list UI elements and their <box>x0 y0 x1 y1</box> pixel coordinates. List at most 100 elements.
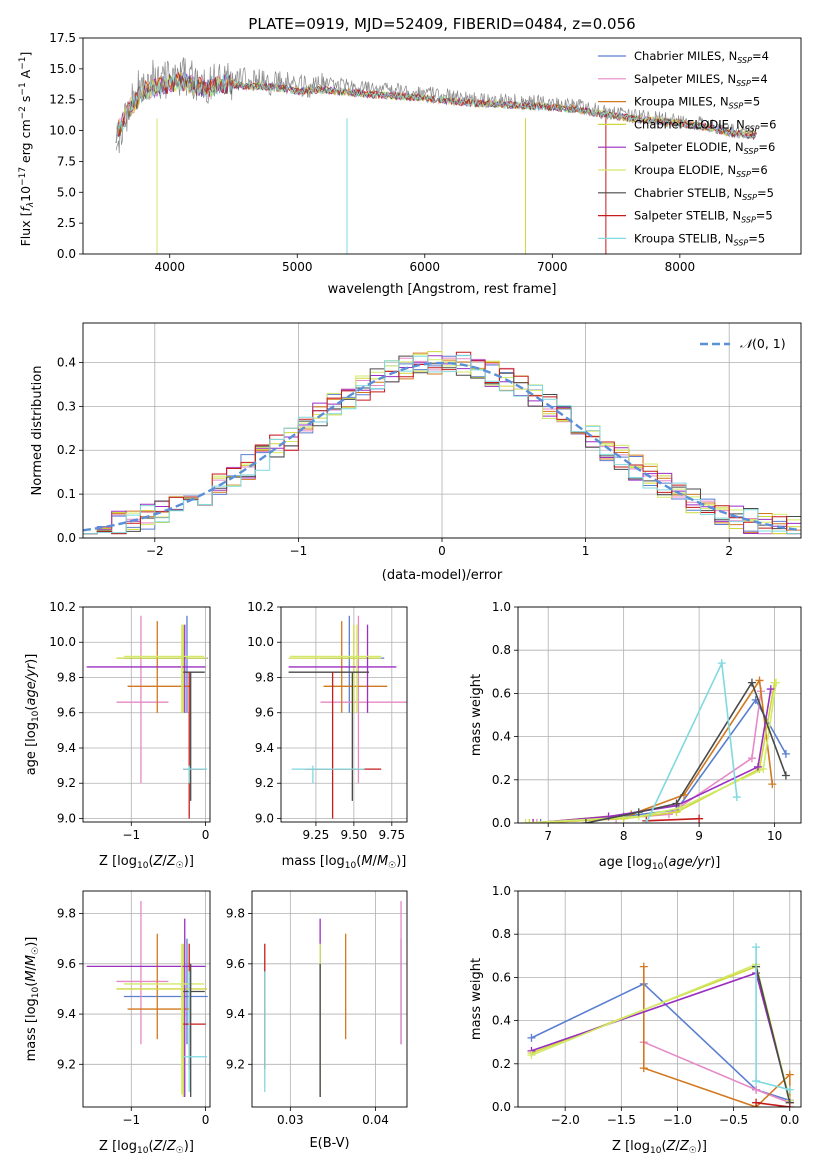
residual-histogram-panel: −2 −1 0 1 2 0.0 0.1 0.2 0.3 0.4 (data-model)/error… <box>30 322 802 583</box>
x-tick-label: 8 <box>620 829 628 843</box>
y-tick-label: 10.0 <box>247 635 274 649</box>
plot-area <box>527 943 794 1107</box>
x-tick-label: 0 <box>438 544 446 558</box>
weight-marker <box>785 1103 794 1107</box>
y-tick-label: 0.1 <box>57 487 76 501</box>
weight-marker <box>639 1064 648 1073</box>
y-tick-label: 9.8 <box>226 907 245 921</box>
weight-marker <box>747 754 756 763</box>
weight-marker <box>772 678 781 687</box>
x-axis-label: mass [log10(M/M☉)] <box>282 854 407 871</box>
y-tick-label: 0.6 <box>492 970 511 984</box>
x-tick-label: −1 <box>122 828 140 842</box>
x-tick-label: 5000 <box>282 260 313 274</box>
axes-frame <box>517 890 802 1108</box>
x-tick-label: 7000 <box>537 260 568 274</box>
normal-curve <box>83 361 801 532</box>
weight-line <box>531 963 791 1101</box>
y-tick-label: 12.5 <box>49 93 76 107</box>
y-tick-label: 9.0 <box>255 811 274 825</box>
weight-line <box>533 678 774 823</box>
legend-label: Chabrier MILES, NSSP=4 <box>634 49 769 65</box>
y-tick-label: 2.5 <box>57 216 76 230</box>
x-tick-label: 2 <box>725 544 733 558</box>
x-tick-label: −0.5 <box>719 1113 748 1127</box>
weight-marker <box>747 678 756 687</box>
x-tick-label: 0 <box>202 828 210 842</box>
y-tick-label: 0.8 <box>492 643 511 657</box>
legend-label: Salpeter STELIB, NSSP=5 <box>634 209 773 225</box>
y-tick-label: 9.6 <box>57 957 76 971</box>
x-axis-label: age [log10(age/yr)] <box>599 855 721 872</box>
x-tick-label: −1 <box>122 1113 140 1127</box>
y-tick-label: 0.0 <box>492 1100 511 1114</box>
legend-label: Salpeter MILES, NSSP=4 <box>634 72 768 88</box>
y-tick-label: 0.8 <box>492 927 511 941</box>
x-tick-label: 0 <box>202 1113 210 1127</box>
plot-area <box>115 57 757 254</box>
y-axis-label: mass weight <box>469 958 484 1040</box>
x-tick-label: 10 <box>767 829 782 843</box>
weight-line <box>540 698 787 823</box>
y-tick-label: 9.4 <box>57 1007 76 1021</box>
y-tick-label: 0.2 <box>57 443 76 457</box>
y-axis-label: mass [log10(M/M☉)] <box>24 937 41 1062</box>
y-tick-label: 0.0 <box>492 816 511 830</box>
weight-marker <box>664 810 673 819</box>
y-tick-label: 0.0 <box>57 531 76 545</box>
weight-line <box>646 817 700 822</box>
weight-marker <box>521 819 530 823</box>
y-tick-label: 9.8 <box>57 670 76 684</box>
weight-marker <box>781 771 790 780</box>
y-tick-label: 9.6 <box>226 957 245 971</box>
x-tick-label: 9.75 <box>378 828 405 842</box>
y-tick-label: 5.0 <box>57 185 76 199</box>
y-tick-label: 9.4 <box>226 1007 245 1021</box>
plot-area <box>288 615 407 819</box>
plot-area <box>83 351 801 535</box>
y-tick-label: 0.6 <box>492 686 511 700</box>
weight-marker <box>781 749 790 758</box>
weight-marker <box>527 1051 536 1060</box>
y-tick-label: 10.0 <box>49 124 76 138</box>
weight-marker <box>752 1077 761 1086</box>
x-tick-label: −1.5 <box>607 1113 636 1127</box>
x-tick-label: 9.50 <box>341 828 368 842</box>
y-tick-label: 9.4 <box>57 741 76 755</box>
axes-frame <box>82 322 802 539</box>
y-tick-label: 10.0 <box>49 635 76 649</box>
weight-marker <box>525 819 534 823</box>
x-tick-label: 4000 <box>154 260 185 274</box>
x-tick-label: 7 <box>544 829 552 843</box>
weight-marker <box>755 676 764 685</box>
x-tick-label: 0.0 <box>780 1113 799 1127</box>
weight-marker <box>717 659 726 668</box>
y-tick-label: 0.4 <box>492 1014 511 1028</box>
legend-label: Kroupa STELIB, NSSP=5 <box>634 231 765 247</box>
y-tick-label: 0.3 <box>57 399 76 413</box>
y-tick-label: 9.8 <box>57 907 76 921</box>
x-axis-label: (data-model)/error <box>382 568 503 583</box>
weight-marker <box>529 819 538 823</box>
legend-label: Chabrier STELIB, NSSP=5 <box>634 186 774 202</box>
weight-marker <box>672 799 681 808</box>
figure-title: PLATE=0919, MJD=52409, FIBERID=0484, z=0… <box>248 15 635 33</box>
y-axis-label: mass weight <box>469 674 484 756</box>
weight-marker <box>752 1098 761 1107</box>
x-tick-label: −1 <box>290 544 308 558</box>
y-tick-label: 7.5 <box>57 154 76 168</box>
x-axis-label: wavelength [Angstrom, rest frame] <box>328 282 557 297</box>
weight-line <box>531 982 791 1102</box>
weight-marker <box>759 765 768 773</box>
weight-line <box>531 965 791 1103</box>
x-tick-label: 6000 <box>410 260 441 274</box>
plot-area <box>521 659 790 823</box>
y-tick-label: 9.8 <box>255 670 274 684</box>
y-tick-label: 9.2 <box>57 1057 76 1071</box>
y-axis-label: Normed distribution <box>30 366 45 496</box>
plot-area <box>264 901 402 1097</box>
model-spectrum-line <box>115 73 757 143</box>
y-tick-label: 0.4 <box>492 730 511 744</box>
weight-line <box>529 682 776 823</box>
